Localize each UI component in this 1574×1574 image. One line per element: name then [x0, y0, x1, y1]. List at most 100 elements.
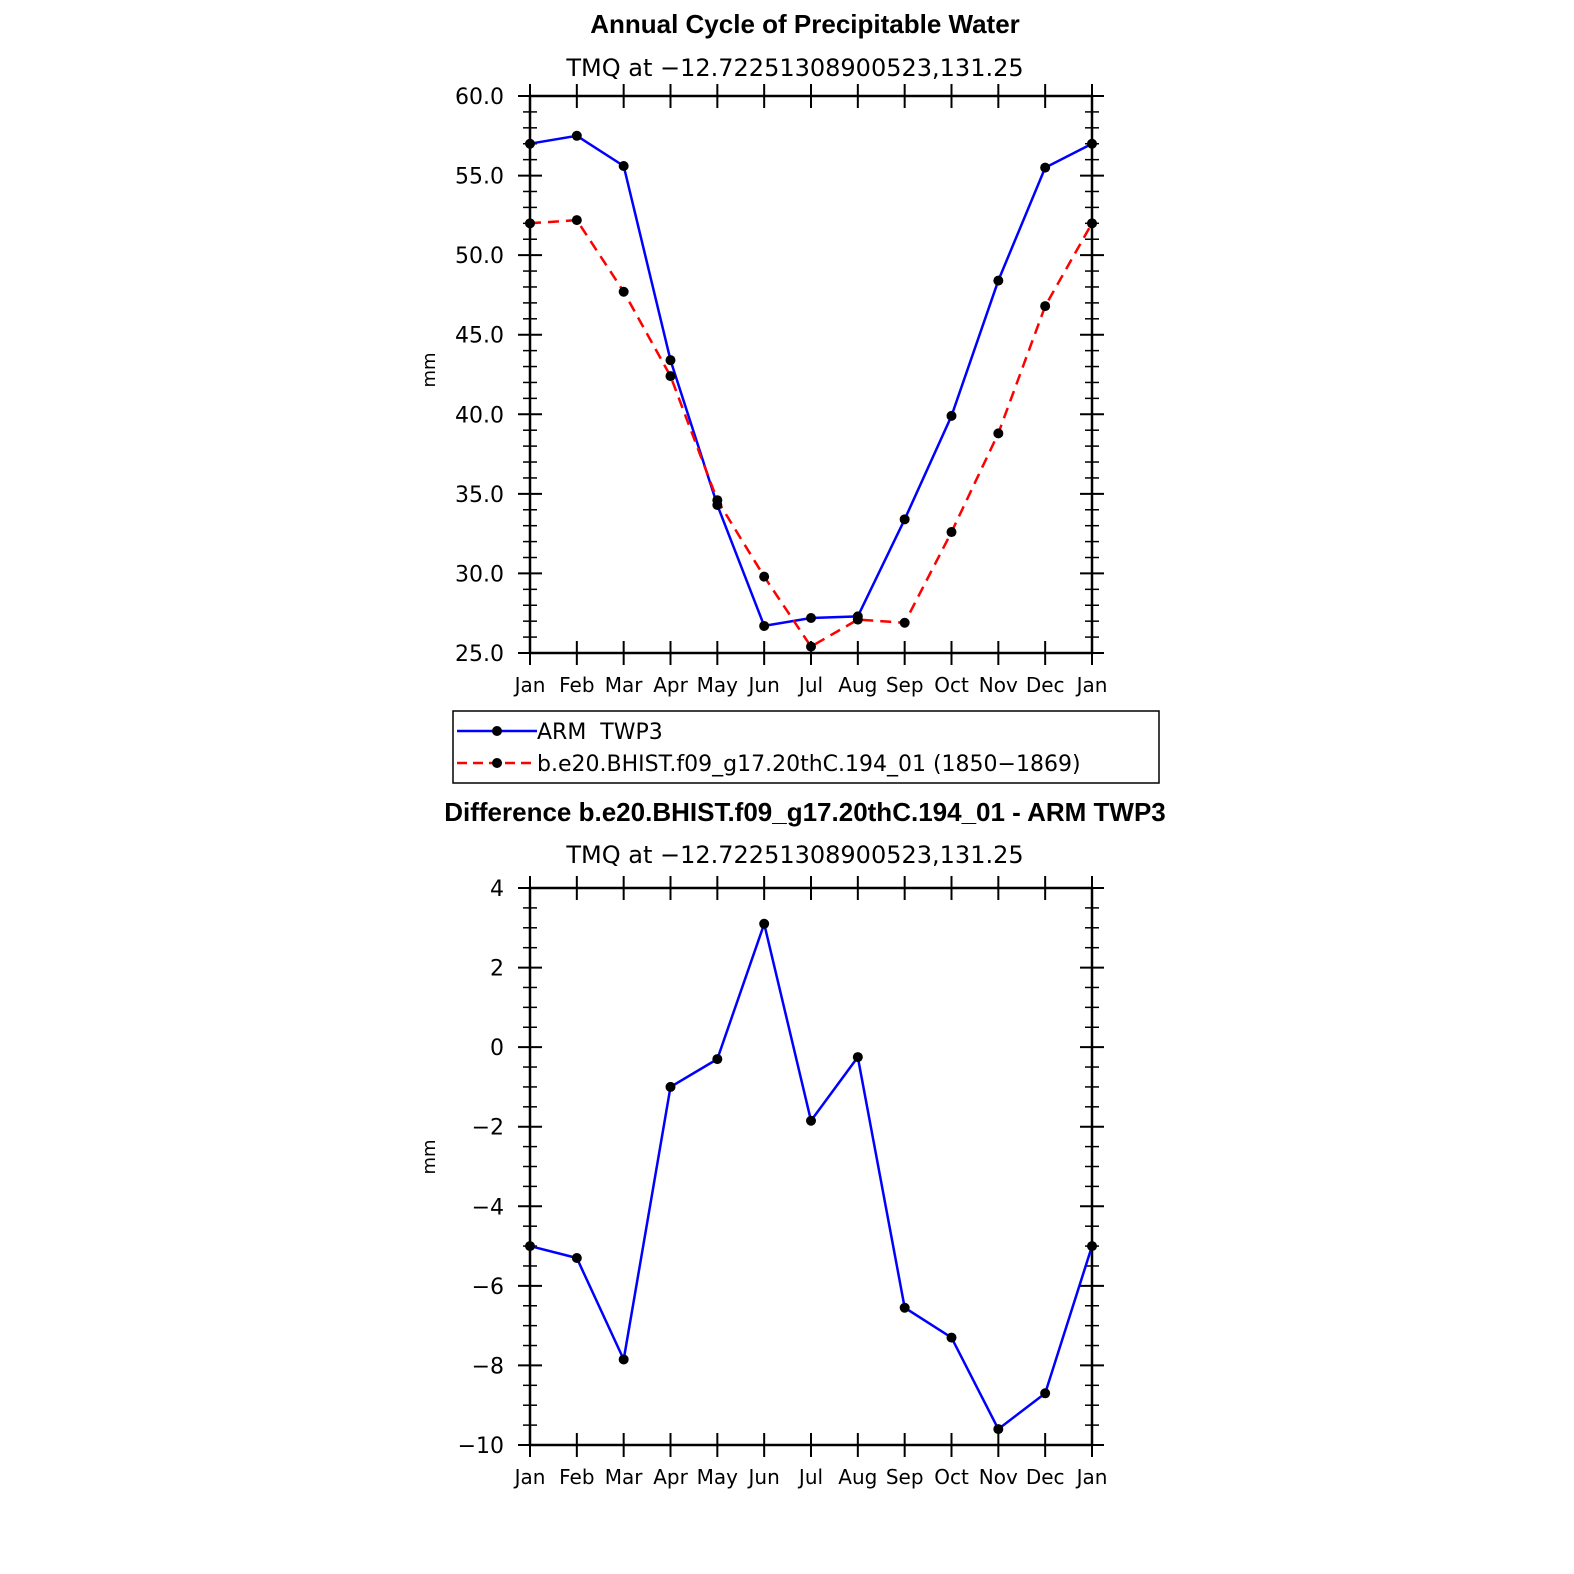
- x-tick-label: Oct: [934, 1465, 969, 1489]
- x-tick-label: May: [697, 673, 739, 697]
- y-tick-label: 45.0: [455, 324, 504, 349]
- series-1-point: [712, 495, 723, 506]
- y-tick-label: 25.0: [455, 642, 504, 667]
- series-0-point: [806, 612, 816, 623]
- x-tick-label: Jul: [797, 673, 823, 697]
- y-axis-label: mm: [419, 352, 440, 387]
- series-0-point: [525, 1241, 535, 1252]
- y-tick-label: 35.0: [455, 483, 504, 508]
- legend-marker-model: [492, 758, 502, 768]
- x-tick-label: Jun: [747, 673, 780, 697]
- x-tick-label: Jan: [1075, 673, 1108, 697]
- series-0-point: [1040, 1388, 1051, 1399]
- series-0-point: [899, 514, 910, 525]
- x-tick-label: Jun: [747, 1465, 780, 1489]
- x-tick-label: Jan: [513, 673, 546, 697]
- series-line-1: [529, 218, 1094, 649]
- series-0-point: [665, 355, 676, 366]
- series-1-point: [665, 371, 676, 382]
- series-1-point: [806, 641, 816, 652]
- series-0-point: [525, 138, 535, 149]
- series-0-point: [1087, 138, 1097, 149]
- series-0-point: [852, 1052, 863, 1063]
- x-tick-label: May: [697, 1465, 739, 1489]
- series-0-point: [571, 1253, 582, 1264]
- difference-chart: Difference b.e20.BHIST.f09_g17.20thC.194…: [419, 797, 1166, 1489]
- x-tick-label: Aug: [838, 1465, 877, 1489]
- x-tick-label: Feb: [559, 1465, 594, 1489]
- y-tick-label: −8: [472, 1354, 504, 1379]
- x-tick-label: Mar: [605, 1465, 644, 1489]
- y-tick-label: −6: [472, 1275, 504, 1300]
- plot-marks: [525, 130, 1097, 652]
- x-tick-label: Dec: [1026, 673, 1065, 697]
- plot-frame: [528, 94, 1094, 655]
- x-tick-label: Sep: [886, 1465, 924, 1489]
- series-0-point: [618, 161, 629, 172]
- series-1-point: [618, 286, 629, 297]
- x-tick-label: Jul: [797, 1465, 823, 1489]
- series-0-point: [571, 130, 582, 141]
- legend-marker-arm: [492, 726, 502, 736]
- y-tick-label: 60.0: [455, 85, 504, 110]
- x-tick-label: Apr: [653, 673, 688, 697]
- series-1-point: [1087, 218, 1097, 229]
- tick-labels: Jan Feb Mar Apr May Jun Jul Aug Sep Oct Nov Dec Jan 2…: [455, 85, 1107, 697]
- x-tick-label: Oct: [934, 673, 969, 697]
- series-0-point: [759, 620, 770, 631]
- x-tick-label: Jan: [513, 1465, 546, 1489]
- series-0-point: [806, 1115, 816, 1126]
- x-tick-label: Jan: [1075, 1465, 1108, 1489]
- y-tick-label: −2: [472, 1116, 504, 1141]
- series-1-point: [993, 428, 1004, 439]
- chart-subtitle: TMQ at −12.72251308900523,131.25: [565, 841, 1023, 869]
- series-0-point: [618, 1354, 629, 1365]
- series-1-point: [852, 614, 863, 625]
- y-tick-label: 55.0: [455, 165, 504, 190]
- series-0-point: [1040, 162, 1051, 173]
- series-0-point: [946, 410, 957, 421]
- y-axis-label: mm: [419, 1139, 440, 1174]
- series-0-point: [946, 1332, 957, 1343]
- y-tick-label: 50.0: [455, 244, 504, 269]
- series-1-point: [946, 527, 957, 538]
- y-tick-label: −10: [458, 1434, 504, 1459]
- plot-marks: [525, 918, 1097, 1435]
- tick-labels: Jan Feb Mar Apr May Jun Jul Aug Sep Oct Nov Dec Jan−…: [458, 877, 1108, 1489]
- legend-box: [452, 710, 1160, 784]
- x-tick-label: Nov: [979, 1465, 1018, 1489]
- x-tick-label: Feb: [559, 673, 594, 697]
- x-tick-label: Aug: [838, 673, 877, 697]
- series-0-point: [899, 1302, 910, 1313]
- plot-axes: [518, 84, 1104, 665]
- series-1-point: [899, 617, 910, 628]
- series-0-point: [759, 918, 770, 929]
- y-tick-label: 0: [490, 1036, 504, 1061]
- x-tick-label: Sep: [886, 673, 924, 697]
- chart-title: Difference b.e20.BHIST.f09_g17.20thC.194…: [444, 797, 1166, 827]
- legend-label-model: b.e20.BHIST.f09_g17.20thC.194_01 (1850−1…: [537, 752, 1081, 777]
- series-line-0: [529, 134, 1093, 628]
- series-0-point: [712, 1054, 723, 1065]
- y-tick-label: 40.0: [455, 403, 504, 428]
- plot-axes: [518, 876, 1104, 1457]
- legend: ARM TWP3 b.e20.BHIST.f09_g17.20thC.194_0…: [452, 710, 1160, 784]
- chart-title: Annual Cycle of Precipitable Water: [590, 9, 1020, 39]
- x-tick-label: Nov: [979, 673, 1018, 697]
- x-tick-label: Dec: [1026, 1465, 1065, 1489]
- plot-frame: [528, 886, 1094, 1447]
- y-tick-label: 4: [490, 877, 504, 902]
- chart-subtitle: TMQ at −12.72251308900523,131.25: [565, 54, 1023, 82]
- y-tick-label: 2: [490, 957, 504, 982]
- series-0-point: [993, 1424, 1004, 1435]
- series-0-point: [1087, 1241, 1097, 1252]
- x-tick-label: Apr: [653, 1465, 688, 1489]
- series-1-point: [1040, 301, 1051, 312]
- x-tick-label: Mar: [605, 673, 644, 697]
- y-tick-label: 30.0: [455, 562, 504, 587]
- series-0-point: [665, 1081, 676, 1092]
- y-tick-label: −4: [472, 1195, 504, 1220]
- series-1-point: [571, 215, 582, 226]
- legend-label-arm: ARM TWP3: [537, 720, 663, 745]
